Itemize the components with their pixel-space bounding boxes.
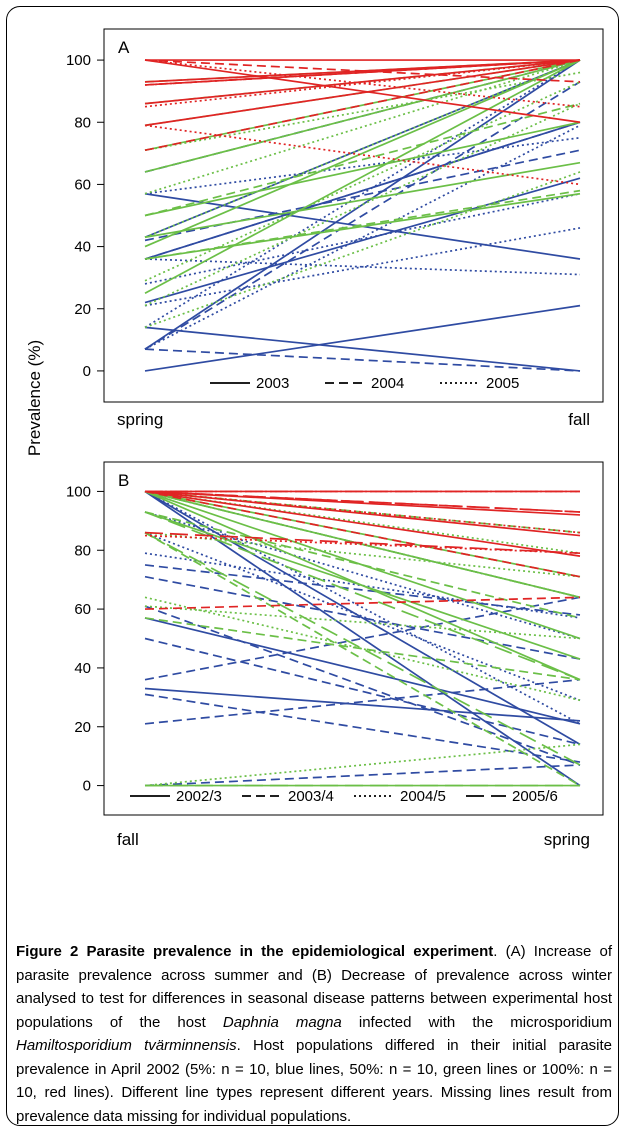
panel-a-series-line — [144, 81, 581, 350]
panel-b-series-line — [144, 743, 581, 787]
panel-b-series-line — [144, 490, 581, 555]
panel-b-series-line — [144, 490, 581, 578]
panel-b-ytick-label: 100 — [66, 483, 91, 500]
panel-b-series-line — [144, 617, 581, 725]
panel-b-axes-box — [103, 461, 604, 816]
caption-title: Figure 2 Parasite prevalence in the epid… — [16, 943, 494, 960]
panel-a-series-line — [144, 121, 581, 217]
panel-a-series-line — [144, 59, 581, 124]
panel-a-legend-label: 2005 — [486, 375, 519, 392]
panel-a-series-line — [144, 171, 581, 329]
panel-b-series-line — [144, 687, 581, 722]
panel-a-series-line — [144, 189, 581, 260]
panel-b-legend-label: 2002/3 — [176, 788, 222, 805]
panel-a-series-line — [144, 59, 581, 195]
panel-b-ytick-label: 60 — [74, 601, 91, 618]
panel-b-series-line — [144, 511, 581, 660]
panel-a-series-line — [144, 124, 581, 350]
panel-b-ytick-label: 20 — [74, 719, 91, 736]
panel-a-legend-label: 2004 — [371, 375, 404, 392]
panel-b-series-line — [144, 617, 581, 681]
panel-b-legend-label: 2003/4 — [288, 788, 334, 805]
caption-text-1: . (A) Increase of parasite prevalence ac… — [16, 943, 612, 1031]
panel-b-category-end: spring — [544, 830, 590, 849]
panel-b-series-line — [144, 596, 581, 610]
panel-a-series-line — [144, 59, 581, 86]
panel-a-series-line — [144, 227, 581, 307]
panel-a-category-end: fall — [568, 410, 590, 429]
panel-b-legend-label: 2004/5 — [400, 788, 446, 805]
panel-b-series-line — [144, 511, 581, 640]
caption-text-3: . Host populations differed in their ini… — [16, 1037, 612, 1125]
panel-b-series-line — [144, 637, 581, 746]
panel-b-series-line — [144, 490, 581, 599]
figure-svg: Prevalence (%) A 0 20 40 60 80 100 spring fall 20… — [25, 28, 604, 849]
panel-b-ytick-label: 40 — [74, 660, 91, 677]
panel-b-series-line — [144, 511, 581, 619]
panel-a-ytick-label: 40 — [74, 239, 91, 256]
panel-a-label: A — [118, 38, 130, 57]
panel-b-series-line — [144, 531, 581, 766]
panel-a-series-line — [144, 59, 581, 248]
panel-a-series-line — [144, 71, 581, 152]
panel-a-series-line — [144, 177, 581, 304]
caption-species-1: Daphnia magna — [222, 1013, 342, 1031]
caption-species-2: Hamiltosporidium tvärminnensis — [16, 1037, 237, 1054]
panel-b-series-line — [144, 490, 581, 513]
panel-a-series-line — [144, 59, 581, 83]
panel-a-ytick-label: 60 — [74, 176, 91, 193]
panel-b-series-line — [144, 531, 581, 555]
panel-a-series-line — [144, 304, 581, 372]
panel-a-series-line — [144, 59, 581, 239]
panel-a-ytick-label: 80 — [74, 114, 91, 131]
panel-b-series-line — [144, 693, 581, 763]
y-axis-label: Prevalence (%) — [25, 340, 44, 456]
panel-a-series-line — [144, 59, 581, 294]
panel-b-label: B — [118, 471, 129, 490]
panel-a-series-line — [144, 121, 581, 260]
panel-b-series-line — [144, 490, 581, 537]
panel-a-category-start: spring — [117, 410, 163, 429]
panel-a-series-line — [144, 124, 581, 186]
panel-b-series-line — [144, 678, 581, 725]
panel-a-series-line — [144, 192, 581, 285]
panel-a-series-line — [144, 136, 581, 195]
figure-frame — [6, 6, 619, 1126]
panel-a-legend-label: 2003 — [256, 375, 289, 392]
panel-a-series-line — [144, 348, 581, 372]
panel-a-series-line — [144, 59, 581, 350]
panel-a-series-line — [144, 59, 581, 173]
panel-b-ytick-label: 0 — [83, 778, 91, 795]
panel-b-series-line — [144, 490, 581, 640]
panel-b-ytick-label: 80 — [74, 542, 91, 559]
panel-a-ytick-label: 20 — [74, 301, 91, 318]
panel-a-axes-box — [103, 28, 604, 403]
panel-a-series-line — [144, 59, 581, 105]
panel-a-series-line — [144, 59, 581, 152]
panel-b-series-line — [144, 764, 581, 787]
panel-b-series-line — [144, 490, 581, 725]
panel-b-category-start: fall — [117, 830, 139, 849]
panel-b-series-line — [144, 575, 581, 660]
panel-a-series-line — [144, 59, 581, 329]
panel-a-series-line — [144, 59, 581, 127]
panel-b-series-line — [144, 490, 581, 557]
panel-b-legend-label: 2005/6 — [512, 788, 558, 805]
panel-a-ytick-label: 100 — [66, 52, 91, 69]
figure-caption: Figure 2 Parasite prevalence in the epid… — [16, 940, 612, 1128]
panel-b-series-line — [144, 596, 581, 681]
panel-a-series-line — [144, 102, 581, 217]
panel-b-series-line — [144, 552, 581, 619]
panel-b-series-line — [144, 605, 581, 766]
caption-text-2: infected with the microsporidium — [341, 1013, 612, 1031]
panel-a-series-line — [144, 326, 581, 372]
panel-a-ytick-label: 0 — [83, 363, 91, 380]
panel-b-series-line — [144, 511, 581, 681]
